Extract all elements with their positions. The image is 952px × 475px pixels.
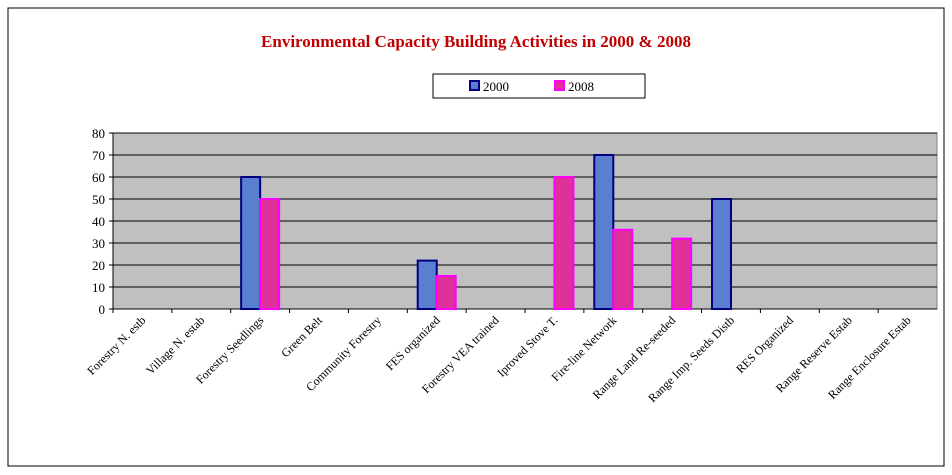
- chart-title: Environmental Capacity Building Activiti…: [261, 32, 691, 51]
- legend-label: 2000: [483, 79, 509, 94]
- y-tick-label: 30: [92, 236, 105, 251]
- bar: [240, 176, 262, 310]
- bar: [435, 275, 457, 310]
- bar: [671, 237, 693, 311]
- legend-swatch: [554, 80, 565, 91]
- bar: [553, 176, 575, 310]
- y-tick-label: 50: [92, 192, 105, 207]
- y-tick-label: 70: [92, 148, 105, 163]
- legend-box: [432, 73, 646, 99]
- legend-label: 2008: [568, 79, 594, 94]
- y-tick-label: 80: [92, 126, 105, 141]
- legend-swatch: [469, 80, 480, 91]
- bar: [612, 228, 634, 310]
- bar: [416, 259, 438, 311]
- y-tick-label: 0: [99, 302, 106, 317]
- y-tick-label: 20: [92, 258, 105, 273]
- y-tick-label: 60: [92, 170, 105, 185]
- y-tick-label: 40: [92, 214, 105, 229]
- bar: [593, 154, 615, 310]
- bar: [711, 198, 732, 310]
- bar: [259, 198, 281, 310]
- y-tick-label: 10: [92, 280, 105, 295]
